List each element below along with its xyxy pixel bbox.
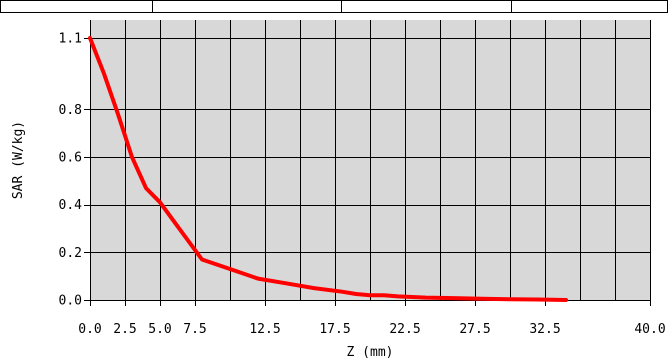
x-tick-label: 5.0 [148, 322, 171, 337]
x-tick-label: 22.5 [389, 322, 420, 337]
x-tick-label: 0.0 [78, 322, 101, 337]
y-tick-label: 0.0 [59, 294, 82, 309]
x-tick-label: 27.5 [459, 322, 490, 337]
x-tick-label: 17.5 [319, 322, 350, 337]
y-tick-labels: 0.0 0.2 0.4 0.6 0.8 1.1 [59, 32, 90, 309]
y-tick-label: 0.4 [59, 198, 83, 213]
x-tick-label: 2.5 [113, 322, 136, 337]
x-tick-label: 32.5 [529, 322, 560, 337]
x-tick-labels: 0.0 2.5 5.0 7.5 12.5 17.5 22.5 27.5 32.5 40.0 [78, 300, 666, 337]
y-tick-label: 0.2 [59, 246, 82, 261]
x-tick-label: 40.0 [634, 322, 665, 337]
top-table-border [0, 0, 668, 13]
sar-curve-line [88, 36, 568, 302]
y-axis-label: SAR (W/kg) [11, 121, 26, 199]
x-axis-label: Z (mm) [347, 345, 394, 360]
y-tick-label: 1.1 [59, 32, 82, 47]
y-tick-label: 0.6 [59, 151, 82, 166]
x-tick-label: 7.5 [183, 322, 206, 337]
x-tick-label: 12.5 [249, 322, 280, 337]
data-series [88, 36, 568, 302]
y-tick-label: 0.8 [59, 103, 82, 118]
